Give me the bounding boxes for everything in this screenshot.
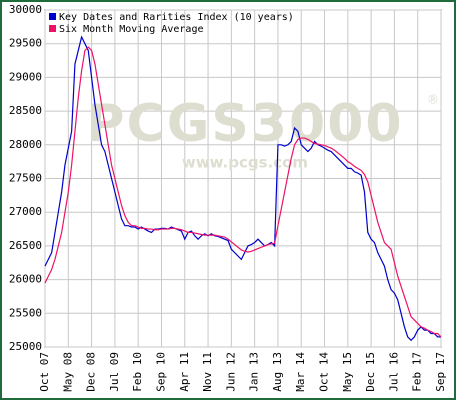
- series-line: [44, 35, 441, 342]
- legend-swatch: [49, 25, 56, 32]
- x-tick-label: Oct 14: [318, 352, 331, 392]
- x-tick-label: Sep 10: [154, 352, 167, 392]
- x-tick-label: Jun 12: [224, 352, 237, 392]
- y-tick-label: 26500: [9, 239, 42, 252]
- x-tick-label: Nov 11: [201, 352, 214, 392]
- y-tick-label: 25500: [9, 306, 42, 319]
- x-tick-label: Dec 08: [85, 352, 98, 392]
- series-line: [44, 46, 442, 338]
- y-tick-label: 29000: [9, 70, 42, 83]
- watermark-url: www.pcgs.com: [182, 154, 308, 172]
- x-tick-label: Mar 14: [294, 352, 307, 392]
- x-tick-label: May 08: [61, 352, 74, 392]
- y-tick-label: 29500: [9, 37, 42, 50]
- legend-label: Key Dates and Rarities Index (10 years): [59, 12, 294, 23]
- x-tick-label: Jan 13: [248, 352, 261, 392]
- x-tick-label: Jul 09: [108, 352, 121, 392]
- legend-label: Six Month Moving Average: [59, 24, 204, 35]
- y-tick-label: 27000: [9, 205, 42, 218]
- y-tick-label: 30000: [9, 3, 42, 16]
- watermark-mark: ®: [427, 93, 439, 107]
- x-tick-label: Sep 17: [434, 352, 447, 392]
- legend-swatch: [49, 13, 56, 20]
- y-tick-label: 25000: [9, 340, 42, 353]
- x-tick-label: Feb 10: [131, 352, 144, 392]
- x-tick-label: Dec 15: [364, 352, 377, 392]
- y-tick-label: 27500: [9, 172, 42, 185]
- x-tick-label: May 15: [341, 352, 354, 392]
- x-tick-label: Oct 07: [38, 352, 51, 392]
- y-tick-label: 28000: [9, 138, 42, 151]
- watermark: PCGS3000: [86, 94, 403, 154]
- x-tick-label: Aug 13: [271, 352, 284, 392]
- x-tick-label: Feb 17: [411, 352, 424, 392]
- y-tick-label: 28500: [9, 104, 42, 117]
- y-tick-label: 26000: [9, 273, 42, 286]
- x-tick-label: Apr 11: [178, 352, 191, 392]
- x-tick-label: Jul 16: [387, 352, 400, 392]
